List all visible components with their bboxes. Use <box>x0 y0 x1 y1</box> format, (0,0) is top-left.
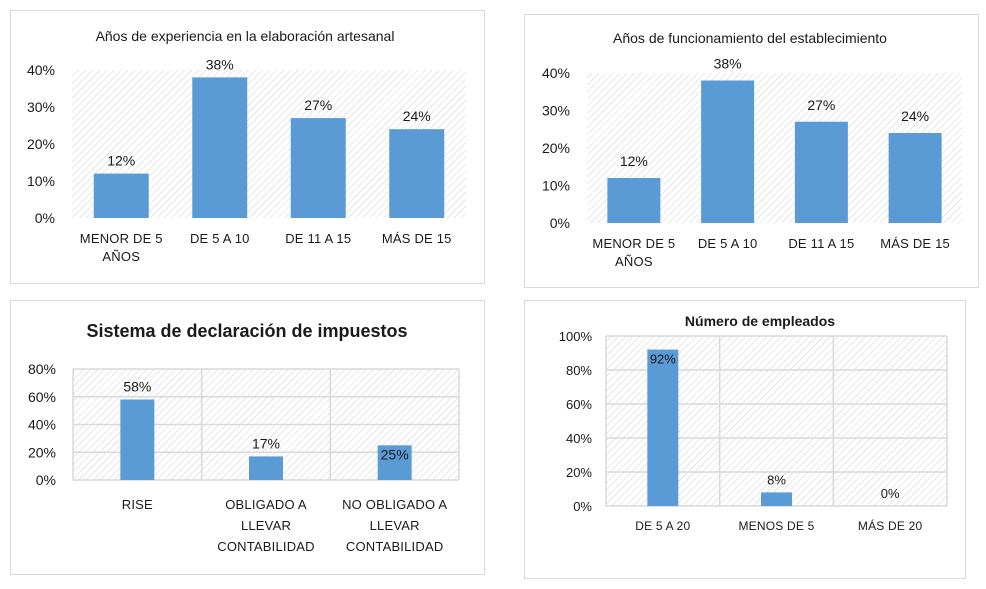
data-label: 24% <box>403 108 431 124</box>
category-label: AÑOS <box>615 254 653 269</box>
bar <box>761 492 792 506</box>
bar <box>249 456 283 480</box>
y-tick-label: 0% <box>35 210 55 226</box>
category-label: DE 5 A 10 <box>190 231 250 246</box>
data-label: 12% <box>107 153 135 169</box>
bar <box>888 133 942 223</box>
bar <box>290 118 346 218</box>
bar <box>377 445 412 480</box>
y-tick-label: 20% <box>28 444 56 460</box>
y-tick-label: 60% <box>28 389 56 405</box>
category-label: LLEVAR <box>241 518 291 533</box>
category-label: DE 5 A 10 <box>698 236 758 251</box>
data-label: 58% <box>123 379 151 395</box>
chart-3: Sistema de declaración de impuestos 0% 20%… <box>28 321 460 554</box>
data-label: 24% <box>901 108 929 124</box>
chart-title: Años de experiencia en la elaboración ar… <box>96 28 395 44</box>
data-label: 27% <box>807 97 835 113</box>
chart-title: Número de empleados <box>685 313 835 329</box>
y-tick-label: 10% <box>27 173 55 189</box>
bar <box>794 121 848 223</box>
bar <box>93 173 149 218</box>
chart-2: Años de funcionamiento del establecimien… <box>542 30 962 269</box>
category-label: CONTABILIDAD <box>217 539 315 554</box>
y-tick-label: 0% <box>573 499 592 514</box>
y-tick-label: 80% <box>28 361 56 377</box>
y-tick-label: 20% <box>542 140 570 156</box>
bar <box>607 178 661 223</box>
category-label: RISE <box>122 497 153 512</box>
category-label: LLEVAR <box>370 518 420 533</box>
chart-1: Años de experiencia en la elaboración ar… <box>27 28 466 264</box>
data-label: 0% <box>881 486 900 501</box>
category-label: DE 5 A 20 <box>635 519 690 533</box>
category-label: OBLIGADO A <box>225 497 307 512</box>
chart-4: Número de empleados 0% 20% 40% 60% 80% 100% 92%… <box>559 313 948 533</box>
bar <box>647 349 679 506</box>
y-tick-label: 30% <box>542 103 570 119</box>
category-label: MÁS DE 20 <box>858 518 923 533</box>
category-label: MÁS DE 15 <box>382 231 452 246</box>
y-tick-label: 30% <box>27 99 55 115</box>
category-label: DE 11 A 15 <box>788 236 854 251</box>
y-tick-label: 40% <box>542 65 570 81</box>
y-tick-label: 10% <box>542 178 570 194</box>
bar <box>192 77 248 219</box>
data-label: 92% <box>650 352 676 367</box>
y-tick-label: 40% <box>28 417 56 433</box>
y-tick-label: 0% <box>550 215 570 231</box>
bar <box>120 399 155 480</box>
category-label: NO OBLIGADO A <box>342 497 447 512</box>
y-tick-label: 0% <box>36 472 56 488</box>
data-label: 38% <box>714 56 742 72</box>
y-tick-label: 20% <box>566 465 592 480</box>
y-tick-label: 60% <box>566 397 592 412</box>
y-tick-label: 20% <box>27 136 55 152</box>
data-label: 38% <box>206 56 234 72</box>
y-tick-label: 40% <box>27 62 55 78</box>
category-label: MÁS DE 15 <box>880 236 950 251</box>
y-tick-label: 40% <box>566 431 592 446</box>
category-label: CONTABILIDAD <box>346 539 444 554</box>
category-label: MENOS DE 5 <box>738 519 814 533</box>
category-label: AÑOS <box>102 249 140 264</box>
y-tick-label: 80% <box>566 363 592 378</box>
category-label: DE 11 A 15 <box>285 231 351 246</box>
data-label: 8% <box>767 472 786 487</box>
category-label: MENOR DE 5 <box>80 231 163 246</box>
y-tick-label: 100% <box>559 329 593 344</box>
data-label: 25% <box>381 446 409 462</box>
bar <box>701 80 755 223</box>
data-label: 27% <box>304 97 332 113</box>
category-label: MENOR DE 5 <box>592 236 675 251</box>
data-label: 12% <box>620 153 648 169</box>
chart-title: Años de funcionamiento del establecimien… <box>613 30 887 46</box>
chart-title: Sistema de declaración de impuestos <box>86 321 407 341</box>
bar <box>389 129 445 218</box>
data-label: 17% <box>252 435 280 451</box>
